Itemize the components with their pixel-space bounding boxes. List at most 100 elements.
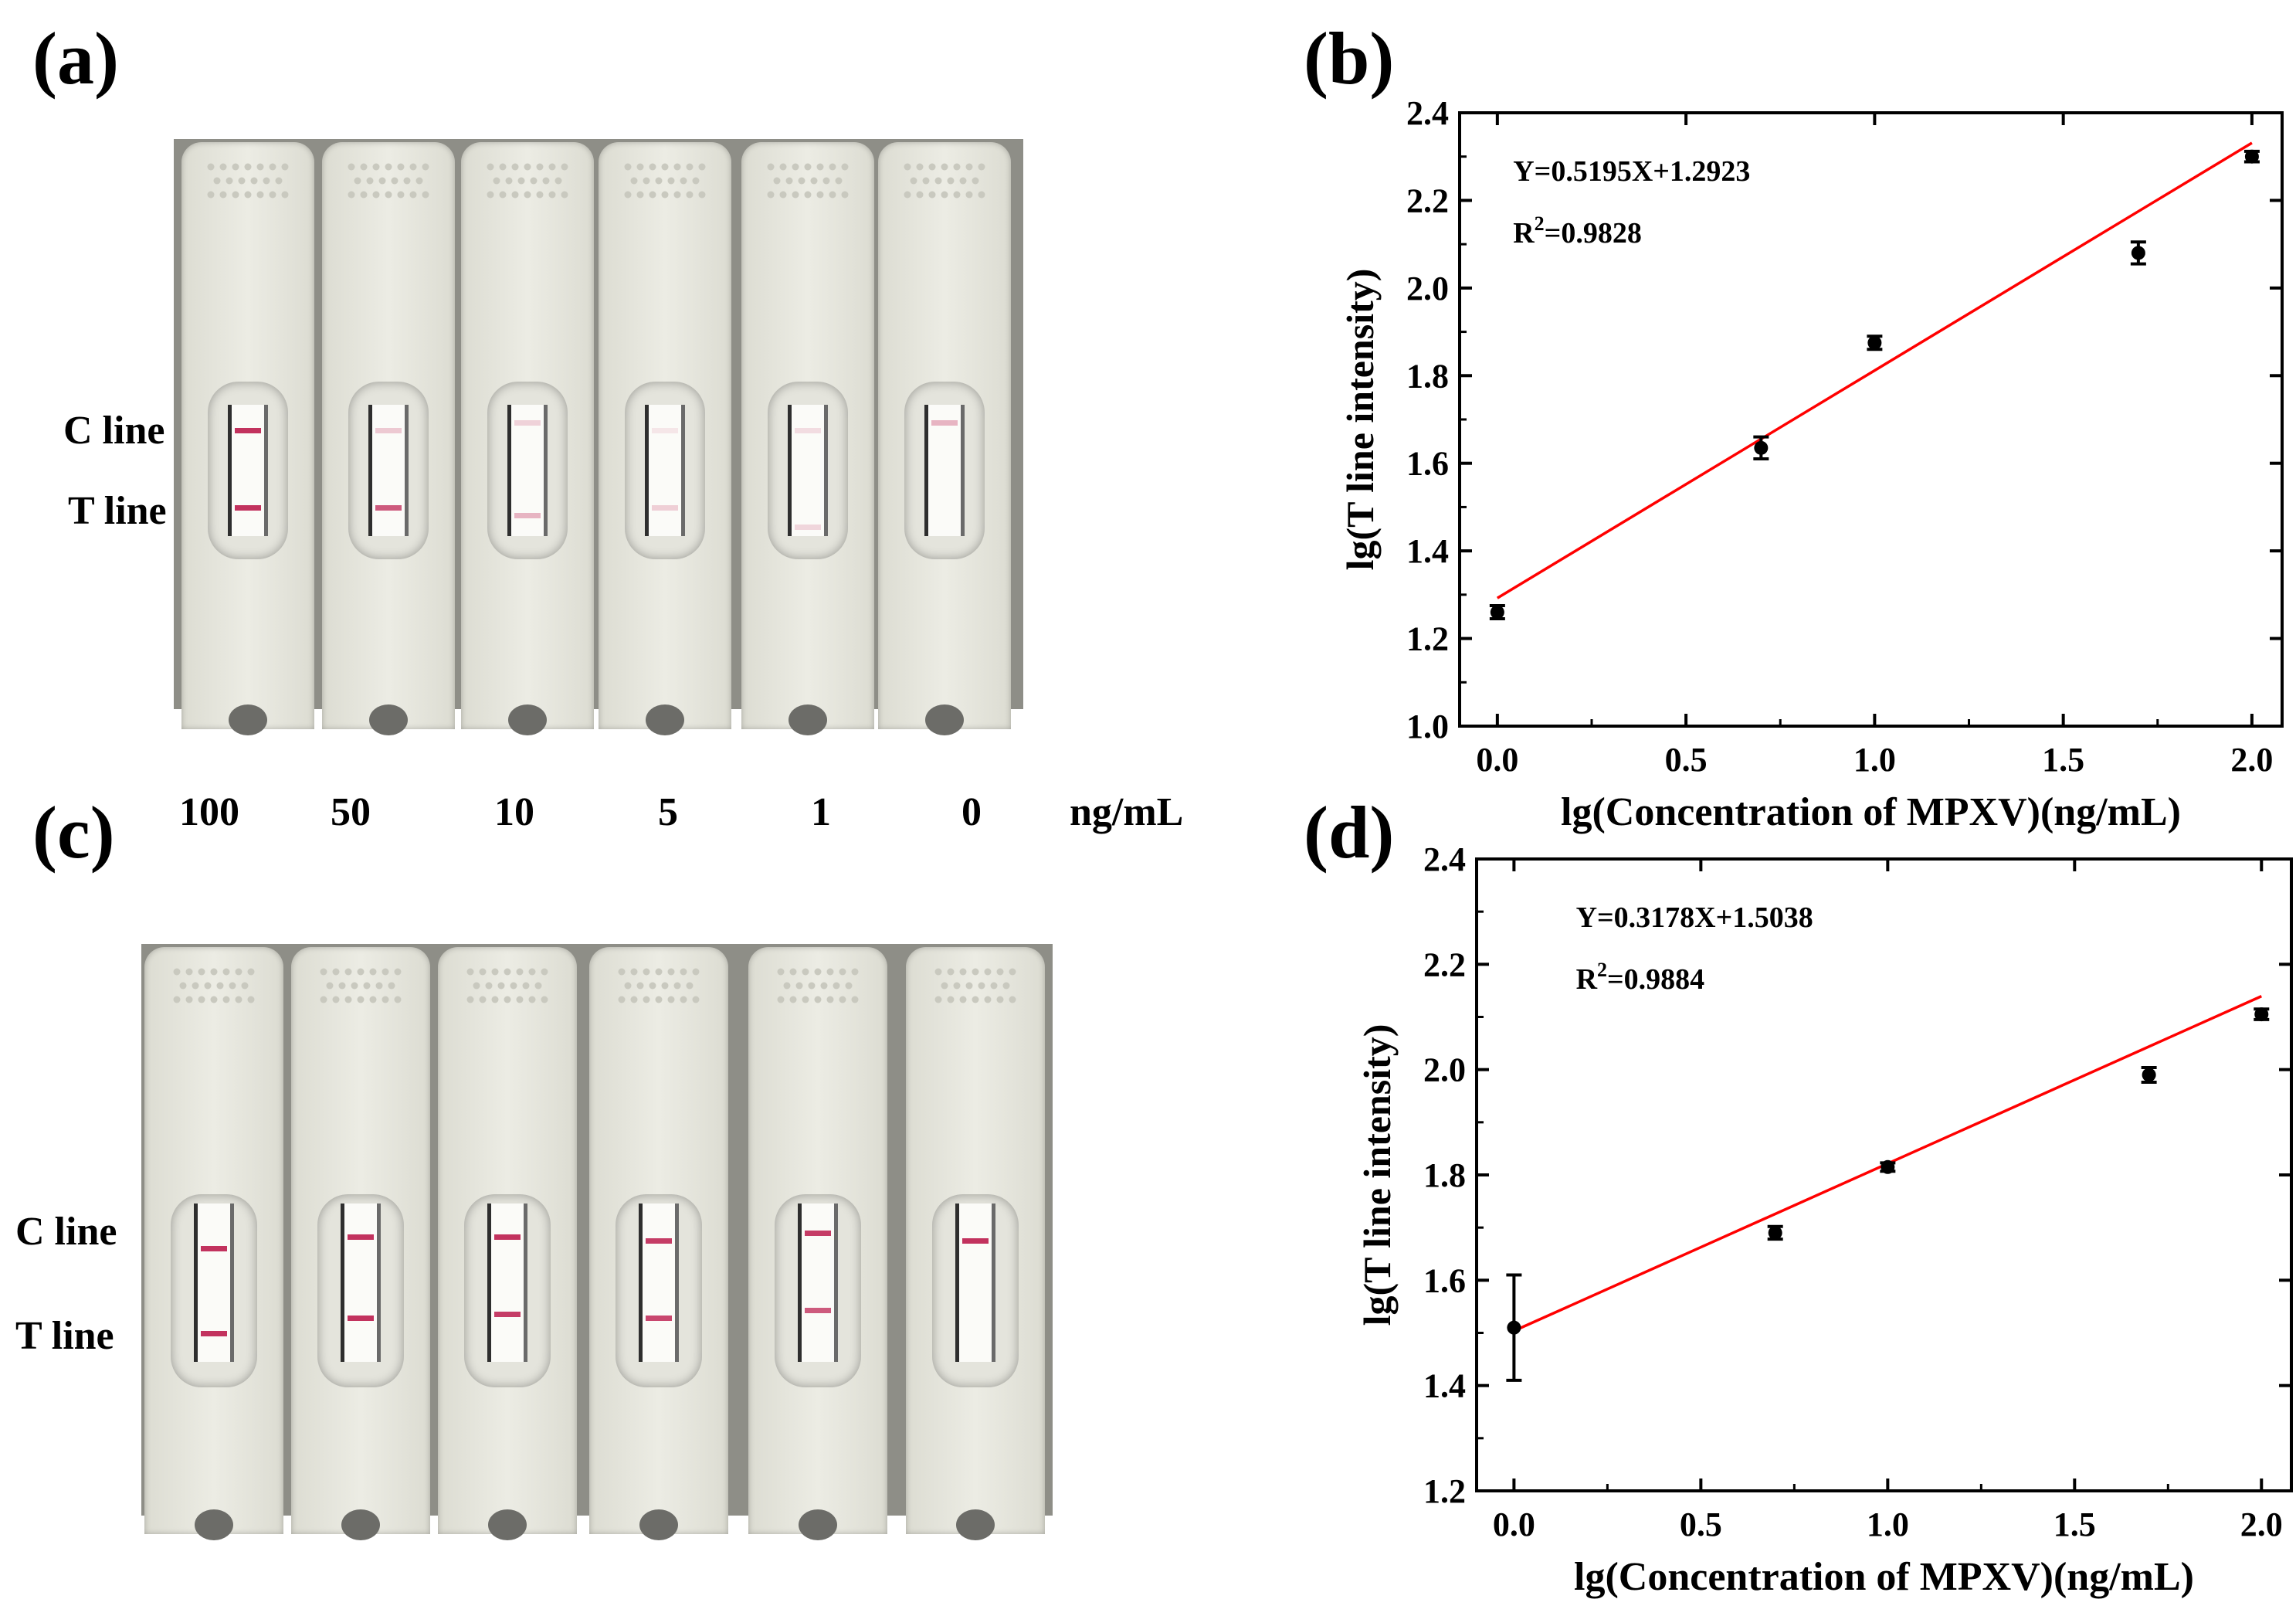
- y-tick-label: 1.2: [1423, 1472, 1466, 1510]
- grip-dots-icon: [777, 968, 859, 1003]
- y-axis-label: lg(T line intensity): [1344, 269, 1382, 571]
- point-marker: [1867, 335, 1882, 350]
- r-squared: R2=0.9884: [1576, 959, 1705, 996]
- result-window: [464, 1194, 551, 1387]
- x-axis-label: lg(Concentration of MPXV)(ng/mL): [1561, 790, 2181, 834]
- y-tick-label: 1.8: [1406, 357, 1449, 395]
- r-squared-superscript: 2: [1535, 212, 1545, 235]
- grip-dots-icon: [207, 163, 289, 199]
- t-band: [235, 505, 261, 511]
- result-window: [171, 1194, 257, 1387]
- x-tick-label: 1.5: [2042, 741, 2084, 779]
- plot-frame: [1475, 857, 2293, 1492]
- c-band: [494, 1234, 521, 1240]
- y-tick-label: 1.0: [1406, 708, 1449, 745]
- fit-equation: Y=0.3178X+1.5038: [1576, 901, 1813, 934]
- c-band: [235, 428, 261, 433]
- x-tick-label: 1.5: [2054, 1506, 2096, 1543]
- data-point: [1489, 604, 1505, 621]
- x-tick-label: 1.0: [1853, 741, 1896, 779]
- test-cassette: [438, 947, 577, 1540]
- concentration-label: 1: [811, 790, 831, 834]
- test-strip: [368, 405, 409, 536]
- grip-dots-icon: [466, 968, 548, 1003]
- y-tick-label: 1.8: [1423, 1156, 1466, 1194]
- t-band: [652, 505, 678, 511]
- result-window: [348, 382, 429, 559]
- concentration-label: 100: [179, 790, 239, 834]
- y-tick-label: 1.4: [1406, 532, 1449, 570]
- test-cassette: [741, 142, 874, 735]
- point-marker: [1507, 1320, 1521, 1335]
- result-window: [208, 382, 288, 559]
- sample-well-icon: [508, 704, 547, 735]
- r-squared-prefix: R: [1513, 217, 1535, 250]
- x-tick-label: 2.0: [2240, 1506, 2283, 1543]
- sample-well-icon: [646, 704, 684, 735]
- data-point: [2141, 1065, 2157, 1085]
- grip-dots-icon: [624, 163, 706, 199]
- sample-well-icon: [925, 704, 964, 735]
- point-marker: [1768, 1225, 1782, 1240]
- c-band: [962, 1238, 989, 1244]
- y-tick-label: 2.2: [1406, 182, 1449, 219]
- t-band: [646, 1316, 672, 1321]
- y-tick-label: 2.2: [1423, 945, 1466, 983]
- point-marker: [1881, 1159, 1895, 1174]
- y-tick-label: 1.6: [1423, 1261, 1466, 1299]
- result-window: [616, 1194, 702, 1387]
- point-marker: [1490, 605, 1504, 620]
- t-band: [805, 1308, 831, 1313]
- test-strip: [341, 1204, 381, 1362]
- x-tick-label: 0.5: [1680, 1506, 1722, 1543]
- panel-label-a: (a): [32, 17, 119, 100]
- c-band: [348, 1234, 374, 1240]
- calibration-chart-b: 0.0 0.5 1.0 1.5 2.0 1.0 1.2 1.4 1.6 1.8 2.0 2.2 2.4 l…: [1344, 94, 2284, 834]
- test-cassette: [181, 142, 314, 735]
- point-marker: [1754, 440, 1769, 455]
- t-band: [201, 1331, 227, 1336]
- data-point: [1880, 1159, 1896, 1174]
- test-strip: [924, 405, 965, 536]
- t-band: [375, 505, 402, 511]
- result-window: [625, 382, 705, 559]
- result-window: [775, 1194, 861, 1387]
- data-point: [2254, 1007, 2270, 1022]
- y-tick-label: 1.4: [1423, 1367, 1466, 1405]
- test-cassette: [322, 142, 455, 735]
- point-marker: [2142, 1068, 2156, 1082]
- test-cassette: [144, 947, 283, 1540]
- test-strip: [194, 1204, 234, 1362]
- x-tick-label: 2.0: [2230, 741, 2273, 779]
- t-line-label-c: T line: [15, 1314, 114, 1358]
- t-line-label-a: T line: [68, 489, 167, 533]
- result-window: [932, 1194, 1019, 1387]
- test-cassette: [906, 947, 1045, 1540]
- data-point: [2243, 149, 2260, 164]
- data-point: [1753, 435, 1769, 461]
- test-strip: [228, 405, 268, 536]
- test-cassette: [461, 142, 594, 735]
- r-squared: R2=0.9828: [1513, 212, 1642, 250]
- grip-dots-icon: [348, 163, 429, 199]
- c-line-label-c: C line: [15, 1210, 117, 1254]
- test-strip: [645, 405, 685, 536]
- sample-well-icon: [369, 704, 408, 735]
- concentration-label: 50: [331, 790, 371, 834]
- concentration-label: 0: [961, 790, 982, 834]
- panel-label-b: (b): [1304, 17, 1395, 100]
- t-band: [348, 1316, 374, 1321]
- c-band: [646, 1238, 672, 1244]
- r-squared-superscript: 2: [1597, 959, 1607, 981]
- c-band: [931, 420, 958, 426]
- plot-frame: [1458, 111, 2284, 728]
- point-marker: [2131, 246, 2145, 260]
- grip-dots-icon: [320, 968, 402, 1003]
- test-strip: [788, 405, 828, 536]
- fit-line: [1496, 141, 2253, 599]
- test-cassette: [748, 947, 887, 1540]
- calibration-chart-d: 0.0 0.5 1.0 1.5 2.0 1.2 1.4 1.6 1.8 2.0 2.2 2.4 lg(C…: [1355, 842, 2293, 1599]
- result-window: [904, 382, 985, 559]
- test-cassette: [599, 142, 731, 735]
- test-strip: [955, 1204, 995, 1362]
